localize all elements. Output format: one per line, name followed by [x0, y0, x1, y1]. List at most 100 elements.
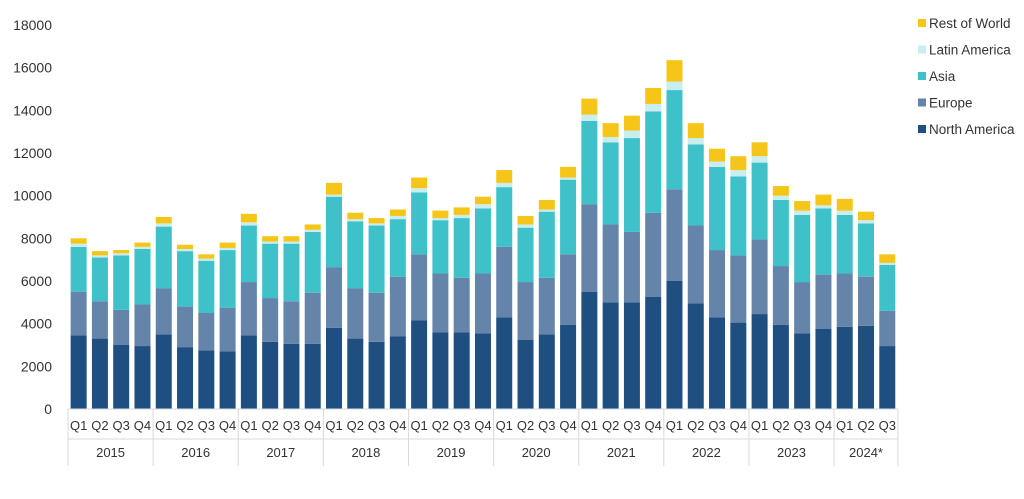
- bar-segment-rest-of-world: [836, 198, 853, 211]
- x-tick-label: Q3: [708, 418, 725, 433]
- bar-segment-asia: [453, 218, 470, 278]
- bar-segment-europe: [70, 291, 87, 336]
- bar-segment-asia: [581, 121, 598, 205]
- bar-segment-north-america: [283, 343, 300, 409]
- bar-segment-rest-of-world: [91, 251, 108, 256]
- x-tick-label: Q4: [474, 418, 491, 433]
- bar-segment-europe: [347, 288, 364, 339]
- bar-segment-europe: [879, 310, 896, 347]
- bar-segment-asia: [474, 208, 491, 274]
- year-label: 2017: [266, 445, 295, 460]
- bar-segment-rest-of-world: [347, 212, 364, 220]
- x-tick-label: Q3: [113, 418, 130, 433]
- bar-segment-rest-of-world: [581, 98, 598, 115]
- bar-segment-latin-america: [709, 161, 726, 167]
- legend-swatch: [918, 72, 926, 80]
- bar-segment-latin-america: [666, 81, 683, 91]
- bar-segment-rest-of-world: [198, 254, 215, 259]
- year-label: 2018: [351, 445, 380, 460]
- bar-segment-europe: [219, 307, 236, 352]
- bar-segment-asia: [730, 176, 747, 256]
- bar-segment-europe: [581, 204, 598, 292]
- y-tick-label: 4000: [21, 316, 52, 332]
- bar-segment-latin-america: [858, 220, 874, 224]
- y-tick-label: 16000: [13, 60, 52, 76]
- bar-segment-north-america: [326, 327, 342, 409]
- x-tick-label: Q1: [325, 418, 342, 433]
- bar-segment-asia: [623, 138, 640, 232]
- bar-segment-rest-of-world: [453, 207, 470, 215]
- bar-segment-rest-of-world: [474, 196, 491, 205]
- bar-segment-north-america: [815, 329, 832, 409]
- year-label: 2022: [692, 445, 721, 460]
- bar-segment-north-america: [581, 291, 598, 409]
- y-tick-label: 18000: [13, 17, 52, 33]
- bar-segment-latin-america: [113, 253, 130, 256]
- bar-segment-north-america: [560, 324, 577, 409]
- bar-segment-latin-america: [496, 182, 513, 188]
- x-tick-label: Q1: [666, 418, 683, 433]
- y-tick-label: 12000: [13, 145, 52, 161]
- bar-segment-latin-america: [304, 229, 321, 232]
- bar-segment-rest-of-world: [155, 217, 172, 224]
- bar-segment-north-america: [134, 346, 151, 409]
- bar-segment-rest-of-world: [879, 254, 896, 263]
- bar-segment-rest-of-world: [538, 199, 555, 210]
- bar-segment-europe: [198, 313, 215, 351]
- bar-segment-asia: [538, 211, 555, 278]
- bar-segment-latin-america: [91, 255, 108, 258]
- bar-segment-rest-of-world: [730, 156, 747, 171]
- x-tick-label: Q1: [240, 418, 257, 433]
- bar-segment-europe: [474, 273, 491, 334]
- bar-segment-north-america: [198, 350, 215, 409]
- bar-segment-europe: [538, 277, 555, 335]
- bar-segment-rest-of-world: [815, 194, 832, 206]
- bar-segment-asia: [432, 220, 449, 274]
- bar-segment-rest-of-world: [794, 201, 811, 211]
- bar-segment-latin-america: [474, 204, 491, 209]
- bar-segment-north-america: [623, 302, 640, 409]
- x-tick-label: Q3: [453, 418, 470, 433]
- x-tick-label: Q3: [538, 418, 555, 433]
- x-tick-label: Q2: [602, 418, 619, 433]
- bar-segment-latin-america: [389, 215, 406, 220]
- bar-segment-north-america: [347, 338, 364, 409]
- x-tick-label: Q2: [261, 418, 278, 433]
- bar-segment-latin-america: [645, 103, 662, 112]
- bar-segment-asia: [155, 226, 172, 289]
- bar-segment-latin-america: [538, 209, 555, 212]
- year-label: 2024*: [849, 445, 883, 460]
- bar-segment-asia: [836, 214, 853, 274]
- bar-segment-asia: [240, 225, 257, 283]
- bar-segment-rest-of-world: [666, 60, 683, 82]
- bar-segment-rest-of-world: [858, 211, 874, 221]
- bar-segment-latin-america: [134, 246, 151, 249]
- bar-segment-rest-of-world: [772, 186, 789, 196]
- bar-segment-asia: [687, 144, 704, 226]
- bar-segment-north-america: [113, 345, 130, 409]
- bar-segment-rest-of-world: [517, 215, 534, 225]
- year-label: 2016: [181, 445, 210, 460]
- bar-segment-latin-america: [70, 243, 87, 247]
- legend-swatch: [918, 98, 926, 107]
- bar-segment-rest-of-world: [283, 236, 300, 242]
- x-tick-label: Q4: [134, 418, 151, 433]
- bar-segment-rest-of-world: [113, 250, 130, 254]
- bar-segment-europe: [496, 246, 513, 318]
- bar-segment-asia: [815, 208, 832, 275]
- bar-segment-rest-of-world: [262, 236, 279, 242]
- bar-segment-europe: [772, 266, 789, 325]
- bar-segment-latin-america: [155, 223, 172, 227]
- x-tick-label: Q4: [559, 418, 576, 433]
- bar-segment-latin-america: [581, 114, 598, 121]
- bar-segment-asia: [219, 250, 236, 308]
- x-tick-label: Q1: [496, 418, 513, 433]
- bar-segment-asia: [709, 166, 726, 251]
- bar-segment-north-america: [389, 336, 406, 409]
- y-tick-label: 6000: [21, 273, 52, 289]
- bar-segment-north-america: [730, 322, 747, 409]
- x-tick-label: Q3: [793, 418, 810, 433]
- bar-segment-rest-of-world: [240, 213, 257, 223]
- legend-label: Europe: [929, 96, 973, 111]
- x-tick-label: Q4: [815, 418, 832, 433]
